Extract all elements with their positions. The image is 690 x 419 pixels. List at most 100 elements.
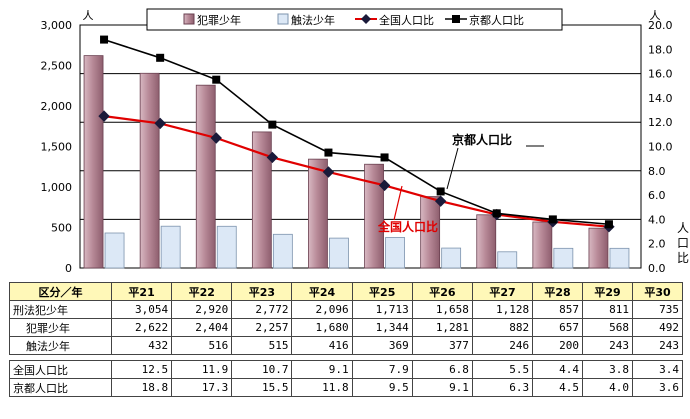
y-left-tick-label: 3,000 (41, 19, 73, 32)
table-year-header: 平21 (110, 282, 173, 301)
table-cell: 516 (171, 336, 233, 355)
table-year-header: 平26 (411, 282, 473, 301)
table-cell: 657 (532, 318, 584, 337)
table-cell: 2,257 (231, 318, 293, 337)
table-cell: 2,404 (171, 318, 233, 337)
table-header-label: 区分／年 (9, 282, 112, 301)
y-right-tick-label: 10.0 (648, 141, 673, 154)
y-right-tick-label: 16.0 (648, 68, 673, 81)
table-header-row: 区分／年 平21 平22 平23 平24 平25 平26 平27 平28 平29 平30 (9, 282, 684, 301)
y-right-tick-label: 12.0 (648, 116, 673, 129)
table-cell: 1,128 (471, 300, 534, 319)
table-cell: 1,680 (291, 318, 353, 337)
y-right-tick-label: 6.0 (648, 189, 666, 202)
table-cell: 568 (582, 318, 633, 337)
table-cell: 9.1 (411, 378, 473, 397)
bar-shokuho (553, 247, 574, 269)
table-row: 京都人口比 18.8 17.3 15.5 11.8 9.5 9.1 6.3 4.5 4.0 3.6 (9, 378, 684, 397)
y-right-tick-label: 2.0 (648, 238, 666, 251)
table-cell: 3.4 (631, 360, 684, 379)
table-cell: 811 (582, 300, 633, 319)
table-cell: 1,281 (411, 318, 473, 337)
table-cell: 246 (471, 336, 534, 355)
bar-shokuho (441, 247, 462, 269)
point-kyoto (380, 153, 389, 162)
table-cell: 2,622 (110, 318, 173, 337)
table-cell: 416 (291, 336, 353, 355)
bar-hanzai (476, 214, 497, 269)
annotation-kyoto-arrow (446, 147, 459, 190)
table-cell: 2,920 (171, 300, 233, 319)
table-year-header: 平29 (582, 282, 633, 301)
table-cell: 9.5 (351, 378, 413, 397)
bar-shokuho (609, 247, 630, 269)
kyoto-line (103, 38, 610, 226)
table-year-header: 平25 (351, 282, 413, 301)
table-row: 犯罪少年 2,622 2,404 2,257 1,680 1,344 1,281 882 657… (9, 318, 684, 337)
table-cell: 10.7 (231, 360, 293, 379)
bar-hanzai (195, 84, 216, 269)
table-row-label: 刑法犯少年 (9, 300, 112, 319)
table-cell: 243 (631, 336, 684, 355)
table-cell: 5.5 (471, 360, 534, 379)
legend-label-national: 全国人口比 (379, 13, 434, 27)
y-left-tick-label: 0 (65, 262, 72, 275)
table-cell: 3,054 (110, 300, 173, 319)
point-national (154, 117, 166, 130)
data-table: 区分／年 平21 平22 平23 平24 平25 平26 平27 平28 平29 平30 刑法犯少年 3… (9, 282, 684, 397)
y-left-tick-label: 2,500 (41, 60, 73, 73)
bar-shokuho (272, 233, 293, 269)
table-row: 触法少年 432 516 515 416 369 377 246 200 243 243 (9, 336, 684, 355)
table-year-header: 平22 (171, 282, 233, 301)
table-cell: 11.9 (171, 360, 233, 379)
bar-shokuho (497, 251, 518, 269)
y-right-tick-label: 20.0 (648, 19, 673, 32)
point-national (322, 166, 335, 178)
point-national (434, 195, 447, 207)
legend-label-kyoto: 京都人口比 (469, 13, 524, 27)
chart: 0 500 1,000 1,500 2,000 2,500 3,000 人 0.0 2.0 4.0 6… (41, 8, 689, 275)
table-cell: 4.0 (582, 378, 633, 397)
y-right-tick-label: 14.0 (648, 92, 673, 105)
point-kyoto (324, 148, 333, 157)
bar-hanzai (251, 131, 272, 269)
table-cell: 243 (582, 336, 633, 355)
y-right-unit: 人 (650, 9, 661, 22)
table-cell: 15.5 (231, 378, 293, 397)
legend-marker-national (361, 14, 371, 24)
bar-shokuho (160, 225, 181, 269)
bar-hanzai (420, 196, 441, 269)
table-cell: 11.8 (291, 378, 353, 397)
table-cell: 882 (471, 318, 534, 337)
table-cell: 515 (231, 336, 293, 355)
bar-hanzai (139, 72, 160, 269)
point-national (98, 110, 110, 122)
y-right-tick-label: 8.0 (648, 165, 666, 178)
y-left-unit: 人 (83, 9, 94, 22)
y-right-tick-label: 18.0 (648, 43, 673, 56)
point-kyoto (492, 209, 501, 218)
bar-hanzai (588, 227, 609, 269)
table-cell: 735 (631, 300, 684, 319)
y-right-label-char: 人 (677, 221, 689, 235)
y-right-tick-label: 4.0 (648, 213, 666, 226)
table-row-label: 触法少年 (9, 336, 112, 355)
national-line (103, 115, 610, 228)
table-cell: 369 (351, 336, 413, 355)
bar-hanzai (532, 221, 553, 269)
legend-swatch-shokuho (277, 13, 289, 25)
bar-hanzai (364, 163, 384, 269)
bar-shokuho (329, 237, 349, 269)
point-kyoto (268, 120, 277, 129)
table-cell: 3.8 (582, 360, 633, 379)
table-cell: 492 (631, 318, 684, 337)
y-right-label-char: 比 (677, 251, 689, 265)
annotation-national: 全国人口比 (377, 219, 438, 234)
annotation-kyoto: 京都人口比 (452, 132, 512, 147)
table-year-header: 平24 (291, 282, 353, 301)
table-cell: 1,713 (351, 300, 413, 319)
y-left-tick-label: 500 (51, 222, 72, 235)
point-national (266, 151, 279, 164)
bar-hanzai (83, 55, 104, 269)
legend-marker-kyoto (452, 15, 460, 23)
